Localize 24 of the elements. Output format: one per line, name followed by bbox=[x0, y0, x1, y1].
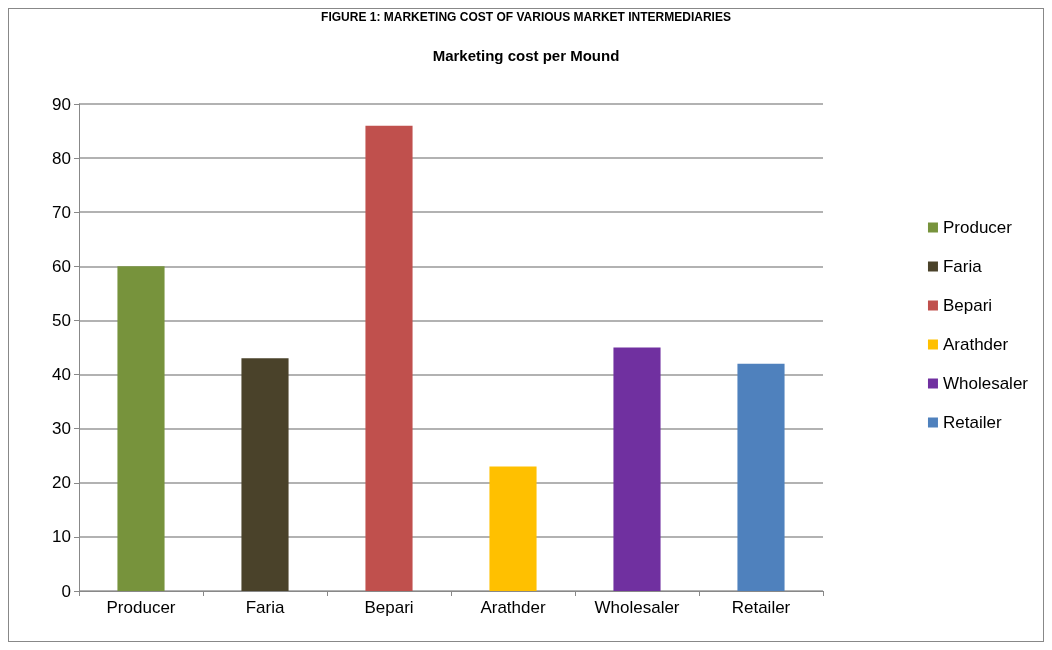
y-tick-label: 30 bbox=[52, 419, 71, 439]
y-tick-label: 80 bbox=[52, 148, 71, 168]
legend-label: Arathder bbox=[942, 335, 1009, 354]
legend-label: Bepari bbox=[942, 296, 993, 315]
caption: FIGURE 1: MARKETING COST OF VARIOUS MARKET INTERMEDIARIES bbox=[321, 10, 731, 24]
y-tick-label: 10 bbox=[52, 527, 71, 547]
x-tick-label: Retailer bbox=[731, 598, 791, 617]
y-tick-label: 70 bbox=[52, 202, 71, 222]
y-tick-label: 0 bbox=[61, 581, 71, 601]
x-tick-label: Producer bbox=[106, 598, 176, 617]
legend-label: Faria bbox=[942, 257, 983, 276]
chart-title: Marketing cost per Mound bbox=[432, 47, 620, 64]
x-tick-label: Wholesaler bbox=[594, 598, 680, 617]
y-tick-label: 20 bbox=[52, 473, 71, 493]
x-tick-label: Arathder bbox=[480, 598, 546, 617]
legend-label: Retailer bbox=[942, 413, 1002, 432]
y-tick-label: 90 bbox=[52, 94, 71, 114]
y-tick-label: 60 bbox=[52, 256, 71, 276]
legend-label: Producer bbox=[942, 218, 1013, 237]
x-tick-label: Faria bbox=[245, 598, 285, 617]
legend-label: Wholesaler bbox=[942, 374, 1029, 393]
x-tick-label: Bepari bbox=[364, 598, 414, 617]
y-tick-label: 50 bbox=[52, 310, 71, 330]
y-tick-label: 40 bbox=[52, 365, 71, 385]
